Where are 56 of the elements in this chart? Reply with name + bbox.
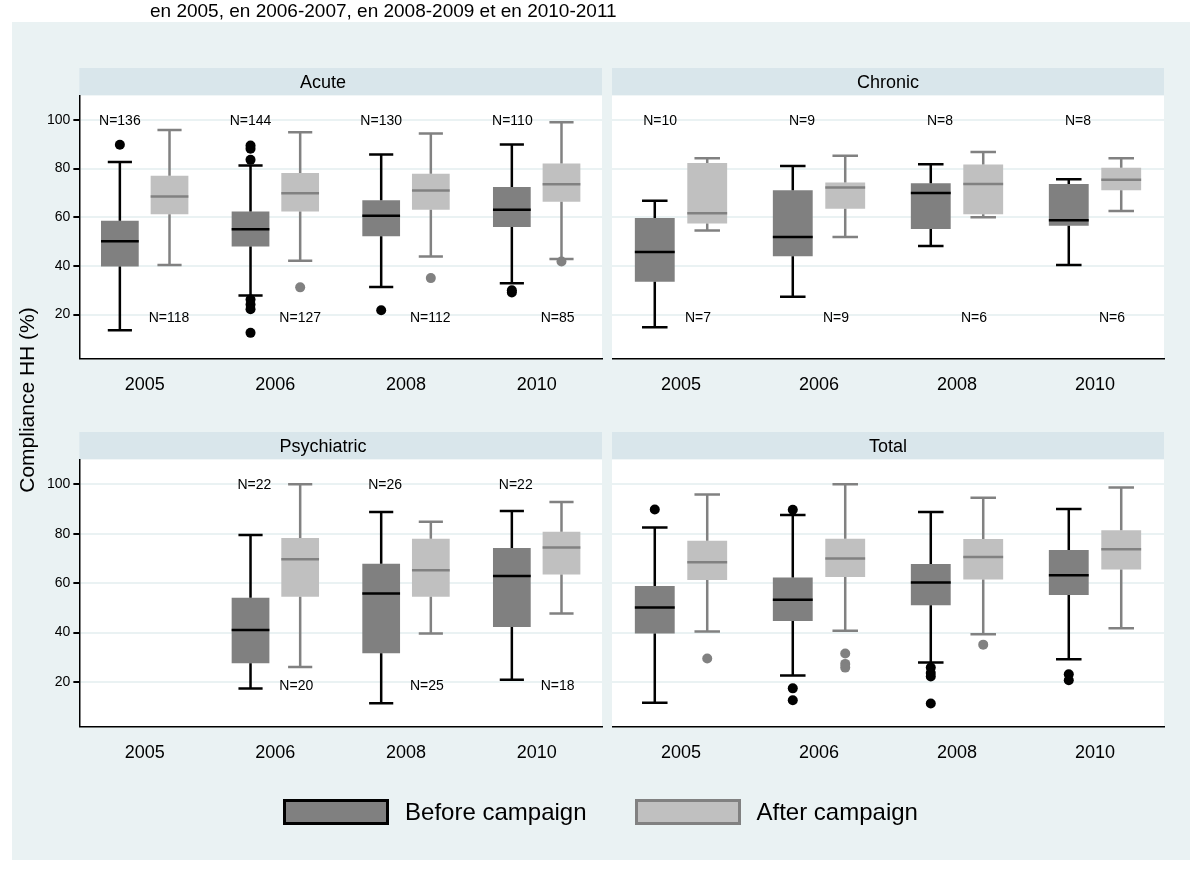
- y-tick-label: 80: [54, 524, 71, 541]
- legend-label: Before campaign: [405, 798, 587, 826]
- x-tick-label: 2006: [255, 742, 296, 763]
- x-tick-label: 2010: [1074, 742, 1116, 763]
- chart-subtitle: en 2005, en 2006-2007, en 2008-2009 et en 2010-2011: [150, 0, 617, 22]
- y-tick-label: 60: [54, 208, 71, 225]
- legend-label: After campaign: [756, 798, 918, 826]
- annotation: N=18: [540, 677, 575, 694]
- annotation: N=118: [148, 309, 190, 326]
- annotation: N=9: [788, 112, 816, 129]
- annotation: N=20: [279, 677, 314, 694]
- y-axis-title: Compliance HH (%): [15, 307, 39, 493]
- y-tick-label: 60: [54, 573, 71, 590]
- x-tick-label: 2008: [385, 742, 427, 763]
- annotation: N=22: [498, 476, 533, 493]
- annotation: N=26: [368, 476, 403, 493]
- y-tick-label: 80: [54, 159, 71, 176]
- annotation: N=112: [410, 309, 451, 326]
- x-tick-label: 2005: [124, 374, 165, 395]
- x-tick-label: 2008: [936, 374, 978, 395]
- annotation: N=136: [99, 112, 141, 129]
- x-tick-label: 2006: [798, 742, 840, 763]
- annotation: N=7: [685, 309, 712, 326]
- y-tick-label: 40: [54, 623, 71, 640]
- x-tick-label: 2010: [1074, 374, 1116, 395]
- x-tick-label: 2006: [798, 374, 840, 395]
- annotation: N=127: [279, 309, 322, 326]
- annotation: N=85: [540, 309, 575, 326]
- annotation: N=8: [1064, 112, 1092, 129]
- x-tick-label: 2005: [660, 374, 702, 395]
- chart-title: Chronic: [856, 71, 920, 92]
- y-tick-label: 20: [54, 305, 71, 322]
- annotation: N=9: [823, 309, 850, 326]
- annotation: N=6: [961, 309, 988, 326]
- annotation: N=25: [410, 677, 445, 694]
- x-tick-label: 2005: [660, 742, 702, 763]
- annotation: N=6: [1099, 309, 1126, 326]
- chart-title: Total: [868, 435, 908, 456]
- annotation: N=144: [229, 112, 272, 129]
- annotation: N=110: [492, 112, 533, 129]
- annotation: N=8: [926, 112, 954, 129]
- annotation: N=22: [237, 476, 272, 493]
- chart-title: Acute: [299, 71, 347, 92]
- x-tick-label: 2006: [255, 374, 296, 395]
- x-tick-label: 2008: [936, 742, 978, 763]
- chart-title: Psychiatric: [279, 435, 367, 456]
- y-tick-label: 40: [54, 256, 71, 273]
- y-tick-label: 100: [47, 475, 71, 492]
- y-tick-label: 20: [54, 672, 71, 689]
- y-tick-label: 100: [47, 110, 71, 127]
- x-tick-label: 2008: [385, 374, 427, 395]
- x-tick-label: 2010: [516, 374, 557, 395]
- x-tick-label: 2010: [516, 742, 557, 763]
- x-tick-label: 2005: [124, 742, 165, 763]
- annotation: N=130: [360, 112, 403, 129]
- annotation: N=10: [643, 112, 678, 129]
